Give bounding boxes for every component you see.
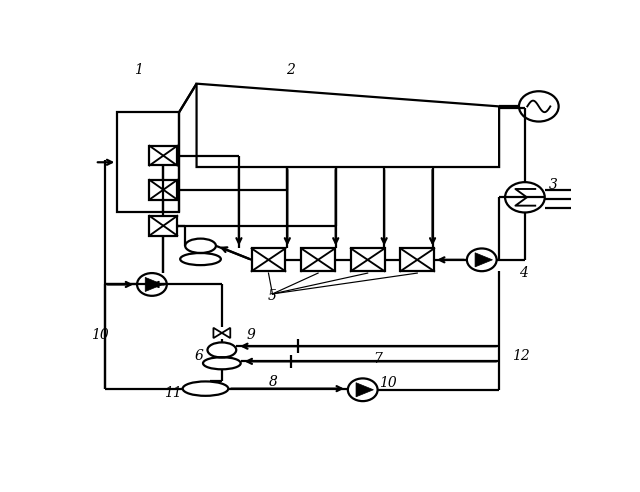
Text: 6: 6 <box>195 349 204 364</box>
Bar <box>301 248 335 271</box>
Text: 4: 4 <box>520 266 529 280</box>
Text: 7: 7 <box>373 352 382 366</box>
Bar <box>117 112 179 213</box>
Text: 5: 5 <box>268 289 277 303</box>
Polygon shape <box>222 328 230 338</box>
Text: 11: 11 <box>164 386 182 400</box>
Text: 2: 2 <box>286 63 295 77</box>
Text: 1: 1 <box>134 63 143 77</box>
Polygon shape <box>356 383 373 397</box>
Bar <box>150 146 177 165</box>
Bar <box>351 248 385 271</box>
Text: 12: 12 <box>511 349 529 364</box>
Text: 10: 10 <box>379 376 396 390</box>
Text: 10: 10 <box>91 328 109 342</box>
Polygon shape <box>145 277 163 291</box>
Bar <box>252 248 285 271</box>
Bar <box>150 216 177 236</box>
Text: 9: 9 <box>246 328 255 342</box>
Text: 8: 8 <box>269 375 278 389</box>
Text: 3: 3 <box>549 178 558 192</box>
Bar <box>150 180 177 200</box>
Polygon shape <box>475 253 492 267</box>
Bar <box>401 248 434 271</box>
Polygon shape <box>213 328 222 338</box>
